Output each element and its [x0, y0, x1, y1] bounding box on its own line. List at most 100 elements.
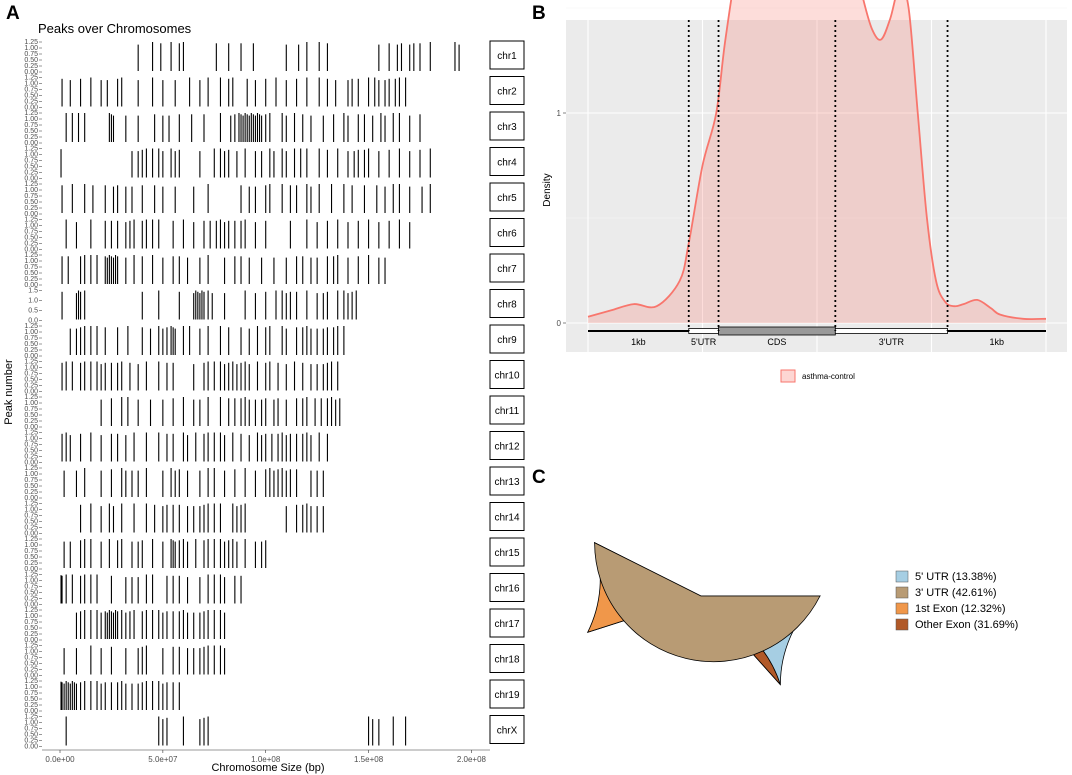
- chromosome-strip-box: [489, 466, 525, 496]
- y-tick-label: 1.00: [24, 187, 38, 194]
- chromosome-track-chr3: [65, 113, 421, 142]
- y-tick-label: 0.25: [24, 418, 38, 425]
- chromosome-strip-box: [489, 40, 525, 70]
- y-tick-label: 0.75: [24, 51, 38, 58]
- chromosome-track-chr6: [65, 219, 411, 249]
- y-tick-label: 0.25: [24, 489, 38, 496]
- y-tick-label: 0.50: [24, 377, 38, 384]
- chromosome-track-chr7: [61, 255, 386, 284]
- chromosome-strip-box: [489, 395, 525, 425]
- y-tick-label: 1.00: [24, 613, 38, 620]
- y-tick-label: 1.00: [24, 542, 38, 549]
- y-tick-label: 1.00: [24, 365, 38, 372]
- y-tick-label: 1.25: [24, 359, 38, 366]
- y-tick-label: 1.00: [24, 116, 38, 123]
- chromosome-strip-box: [489, 111, 525, 141]
- x-tick-label: 1.5e+08: [354, 755, 384, 764]
- y-tick-label: 0.00: [24, 531, 38, 538]
- y-tick-label: 1.25: [24, 643, 38, 650]
- y-tick-label: 1.25: [24, 252, 38, 259]
- y-tick-label: 0.25: [24, 241, 38, 248]
- y-tick-label: 1.00: [24, 471, 38, 478]
- chromosome-strip-box: [489, 644, 525, 673]
- chromosome-strip-box: [489, 253, 525, 283]
- chromosome-strip-label: chr18: [494, 655, 519, 666]
- y-tick-label: 0.50: [24, 412, 38, 419]
- chromosome-strip-box: [489, 360, 525, 389]
- x-tick-label: 0.0e+00: [45, 755, 75, 764]
- panel-c-chart: 5' UTR (13.38%) 3' UTR (42.61%) 1st Exon (…: [586, 541, 1018, 686]
- y-tick-label: 1.00: [24, 329, 38, 336]
- y-tick-label: 0.75: [24, 193, 38, 200]
- y-tick-label: 0.75: [24, 158, 38, 165]
- chromosome-track-chr19: [60, 681, 180, 710]
- y-tick-label: 0.75: [24, 87, 38, 94]
- chromosome-track-chr8: [61, 290, 357, 320]
- y-tick-label: 0.50: [24, 164, 38, 171]
- y-tick-label: 0.50: [24, 661, 38, 668]
- legend-label: asthma-control: [802, 372, 855, 381]
- chromosome-strip-label: chrX: [497, 726, 518, 737]
- chromosome-strip-box: [489, 715, 525, 744]
- y-tick-label: 1.00: [24, 578, 38, 585]
- y-tick-label: 1.25: [24, 465, 38, 472]
- y-tick-label: 0.75: [24, 584, 38, 591]
- y-tick-label: 0.75: [24, 229, 38, 236]
- chromosome-strip-box: [489, 608, 525, 638]
- y-tick-label: 0.50: [24, 625, 38, 632]
- y-tick-label: 1.00: [24, 258, 38, 265]
- y-tick-label: 1.00: [24, 436, 38, 443]
- y-tick-label: 0.25: [24, 702, 38, 709]
- y-tick-label: 0.75: [24, 477, 38, 484]
- y-tick-label: 0.25: [24, 738, 38, 745]
- y-tick-label: 0.50: [24, 93, 38, 100]
- chromosome-strip-label: chr17: [494, 619, 519, 630]
- y-tick-label: 1.5: [28, 288, 38, 295]
- y-tick-label: 0.75: [24, 264, 38, 271]
- chromosome-strip-label: chr6: [497, 229, 517, 240]
- x-tick-label: 2.0e+08: [457, 755, 487, 764]
- y-tick-label: 0.00: [24, 566, 38, 573]
- y-tick-label: 0.25: [24, 631, 38, 638]
- chromosome-track-chr2: [61, 77, 407, 107]
- chromosome-strip-label: chr10: [494, 371, 519, 382]
- legend-swatch: [895, 618, 909, 631]
- chromosome-strip-box: [489, 502, 525, 531]
- segment-label: 1kb: [631, 337, 646, 347]
- y-tick-label: 1.25: [24, 430, 38, 437]
- chromosome-strip-label: chr19: [494, 690, 519, 701]
- y-tick-label: 0.50: [24, 341, 38, 348]
- legend-key: [780, 369, 796, 383]
- y-tick-label: 0.00: [24, 353, 38, 360]
- y-tick-label: 1.00: [24, 223, 38, 230]
- y-tick-label: 0.75: [24, 619, 38, 626]
- chromosome-strip-label: chr9: [497, 335, 517, 346]
- chromosome-strip-label: chr12: [494, 442, 519, 453]
- density-area: [588, 0, 1046, 323]
- y-tick-label: 1.00: [24, 720, 38, 727]
- panel-a-chart: 1.251.000.750.500.250.00chr11.251.000.75…: [24, 39, 525, 764]
- density-line: [587, 0, 1047, 321]
- y-tick-label: 1: [557, 109, 562, 118]
- chromosome-strip-box: [489, 289, 525, 318]
- chromosome-strip-label: chr8: [497, 300, 517, 311]
- y-tick-label: 1.0: [28, 298, 38, 305]
- y-tick-label: 0.50: [24, 448, 38, 455]
- y-tick-label: 0.00: [24, 744, 38, 751]
- y-tick-label: 0.75: [24, 335, 38, 342]
- chromosome-strip-label: chr3: [497, 122, 517, 133]
- chromosome-strip-label: chr11: [495, 406, 520, 417]
- panel-a-ylabel: Peak number: [3, 359, 15, 425]
- y-tick-label: 0.50: [24, 270, 38, 277]
- chromosome-track-chr10: [61, 361, 339, 391]
- y-tick-label: 1.00: [24, 400, 38, 407]
- segment-label: 1kb: [990, 337, 1005, 347]
- y-tick-label: 0.25: [24, 525, 38, 532]
- y-tick-label: 1.25: [24, 75, 38, 82]
- panel-c-letter: C: [532, 467, 546, 488]
- chromosome-track-chr9: [69, 326, 345, 355]
- y-tick-label: 1.25: [24, 607, 38, 614]
- y-tick-label: 0.50: [24, 57, 38, 64]
- chromosome-strip-box: [489, 324, 525, 354]
- chromosome-strip-label: chr15: [494, 548, 519, 559]
